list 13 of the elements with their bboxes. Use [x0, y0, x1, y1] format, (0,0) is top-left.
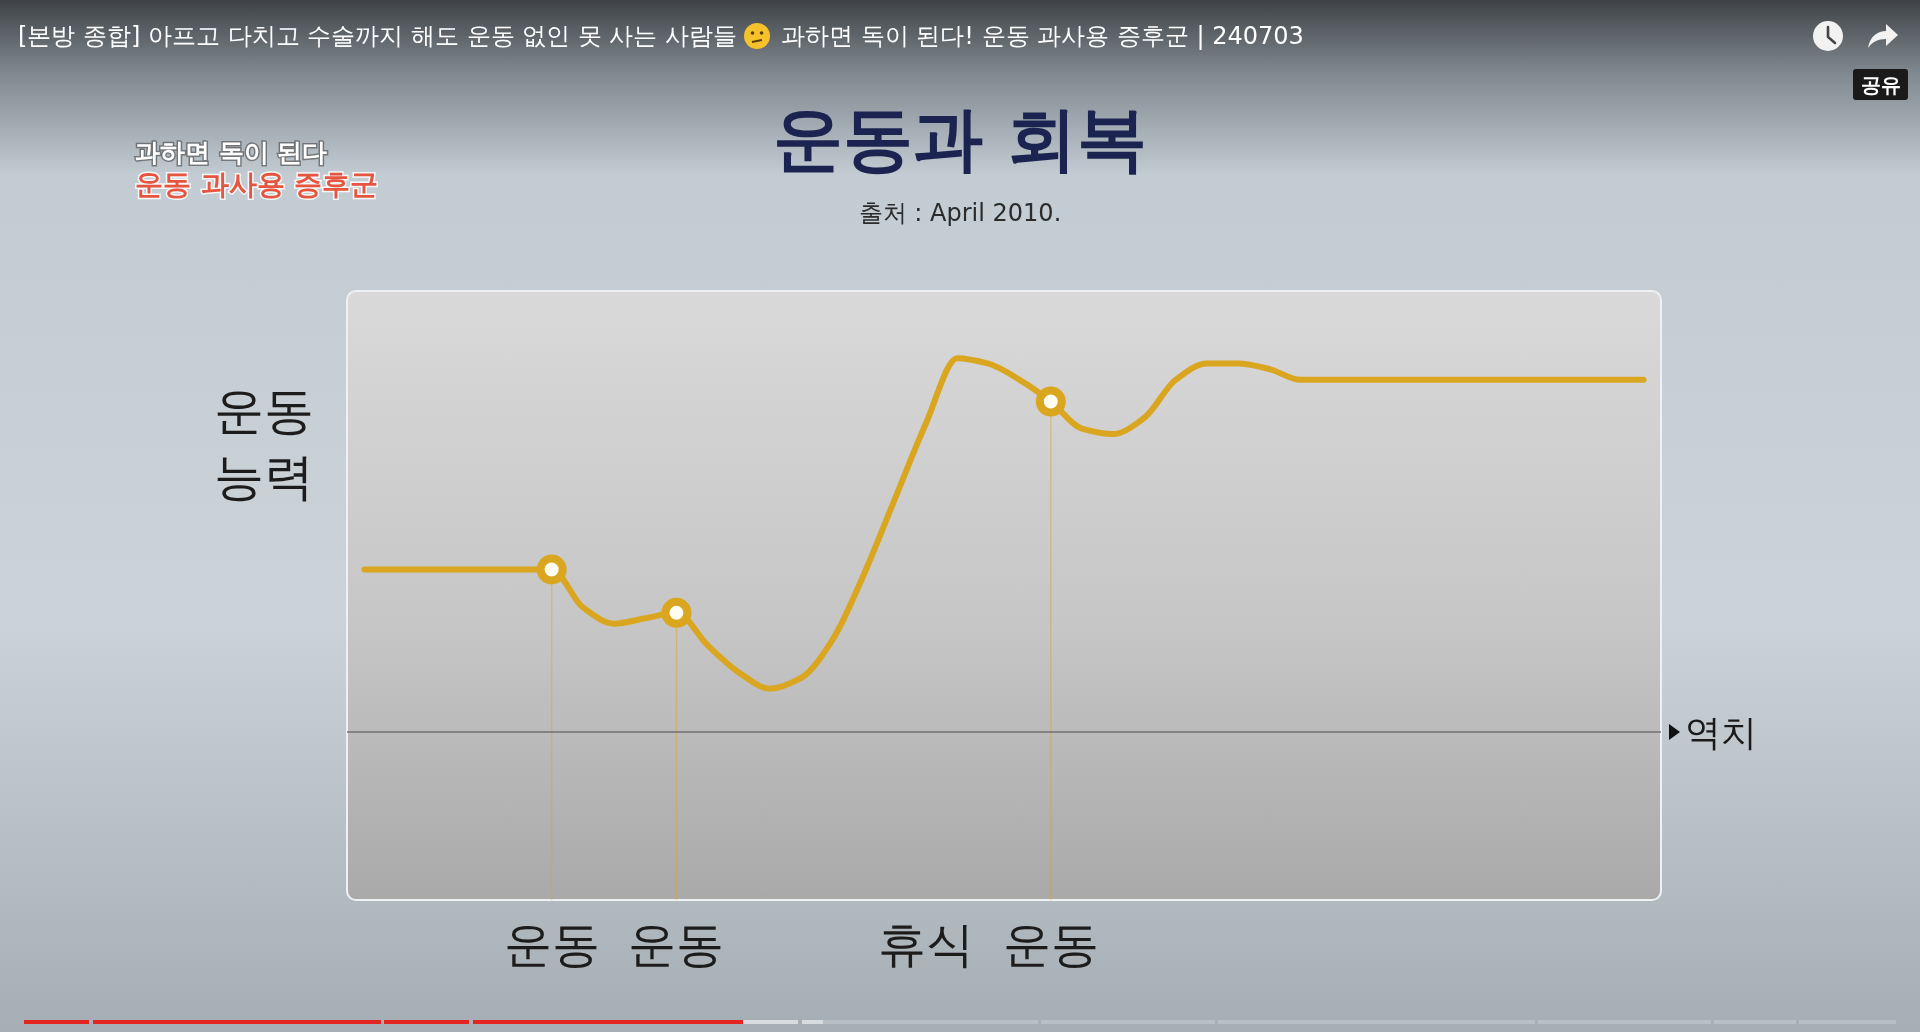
x-tick-label: 운동: [1002, 916, 1099, 972]
x-tick-label: 휴식: [878, 916, 975, 972]
text: 운동 과사용 증후군: [135, 168, 379, 201]
chart-title: 운동과 회복: [772, 98, 1148, 180]
text: 공유: [1860, 73, 1901, 97]
x-tick-label: 운동: [628, 916, 725, 972]
x-tick-label: 운동: [503, 916, 600, 972]
text: 과하면 독이 된다: [135, 138, 328, 167]
text: 과하면 독이 된다! 운동 과사용 증후군 | 240703: [781, 22, 1304, 50]
y-axis-title: 운동 능력: [214, 382, 314, 506]
source-note: 출처 : April 2010.: [858, 199, 1062, 227]
ref-line-label: 역치: [1685, 712, 1757, 754]
text: [본방 종합] 아프고 다치고 수술까지 해도 운동 없인 못 사는 사람들: [18, 22, 738, 50]
